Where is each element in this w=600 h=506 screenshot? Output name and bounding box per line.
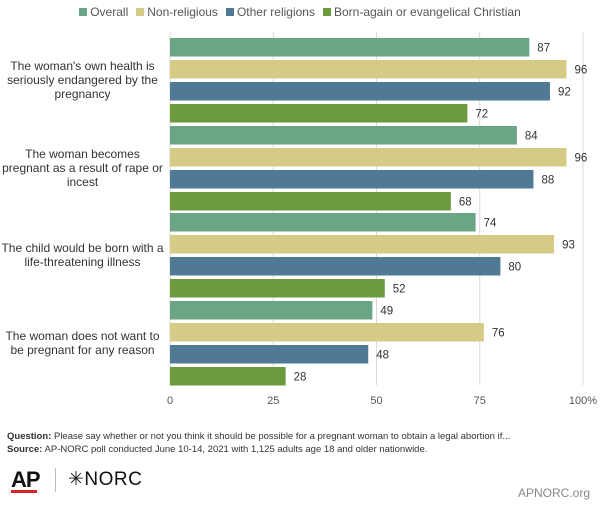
data-label: 68 [459,196,472,208]
data-label: 96 [574,64,587,76]
legend-swatch [136,8,145,16]
question-label: Question: [7,431,52,442]
legend-swatch [225,8,234,16]
category-label: The woman's own health is seriously enda… [7,59,158,102]
x-tick-label: 75 [474,395,486,407]
bar [170,60,567,79]
data-label: 96 [574,152,587,164]
legend-item: Born-again or evangelical Christian [322,5,521,19]
data-label: 48 [376,349,389,361]
bar [170,170,534,189]
logo-divider [55,468,56,492]
bar [170,126,517,145]
x-tick-label: 50 [370,395,382,407]
x-tick-label: 0 [167,395,173,407]
question-text: Please say whether or not you think it s… [53,431,511,442]
bar [170,148,567,167]
bar [170,279,385,298]
legend-item: Overall [79,5,128,19]
data-label: 92 [558,86,571,98]
legend-label: Born-again or evangelical Christian [333,5,521,19]
norc-text: NORC [84,469,143,490]
site-link[interactable]: APNORC.org [517,486,590,500]
legend-label: Other religions [236,5,315,19]
data-label: 52 [393,283,406,295]
data-label: 72 [475,108,488,120]
bar [170,257,501,276]
category-label: The woman becomes pregnant as a result o… [2,147,163,190]
source-note: Source: AP-NORC poll conducted June 10-1… [7,444,597,457]
legend-swatch [79,8,88,16]
data-label: 80 [508,261,521,273]
bar [170,82,550,101]
bar [170,192,451,211]
bar [170,213,476,232]
norc-mark-icon: ✳ [68,469,85,490]
bar [170,38,530,57]
x-tick-label: 100% [569,395,597,407]
legend-item: Other religions [225,5,315,19]
data-label: 74 [484,217,497,229]
norc-logo: ✳NORC [68,468,142,491]
ap-logo-bar [11,490,37,493]
data-label: 28 [294,371,307,383]
data-label: 88 [541,174,554,186]
legend-label: Overall [90,5,129,19]
category-label: The woman does not want to be pregnant f… [5,329,160,358]
legend-swatch [322,8,331,16]
ap-logo: AP [11,467,41,492]
source-text: AP-NORC poll conducted June 10-14, 2021 … [44,443,428,455]
data-label: 87 [537,42,550,54]
data-label: 93 [562,239,575,251]
data-label: 76 [492,327,505,339]
chart-legend: Overall Non-religious Other religions Born-… [0,5,600,19]
bar [170,323,484,342]
bar [170,301,373,320]
bar [170,235,555,254]
bar [170,345,369,364]
source-label: Source: [7,443,43,455]
legend-label: Non-religious [147,5,218,19]
data-label: 84 [525,130,538,142]
question-note: Question: Please say whether or not you … [7,431,597,444]
bar-chart: 0 25 50 75 100% 87 84 74 49 96 96 93 76 92 88 80 48 72 68 5… [167,32,597,407]
chart-notes: Question: Please say whether or not you … [7,431,597,456]
bar [170,367,286,386]
data-label: 49 [380,305,393,317]
x-tick-label: 25 [267,395,279,407]
legend-item: Non-religious [136,5,218,19]
bar [170,104,468,123]
category-label: The child would be born with a life-thre… [1,241,164,270]
